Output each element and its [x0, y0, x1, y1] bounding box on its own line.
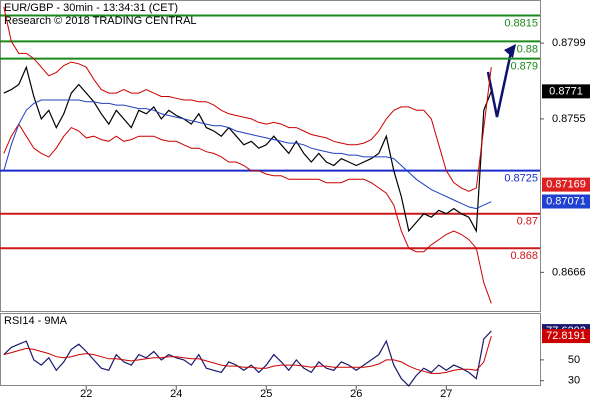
x-tick-label: 24 — [170, 388, 182, 400]
level-label: 0.8815 — [504, 17, 538, 29]
series-line — [3, 65, 492, 234]
level-label: 0.87 — [517, 216, 538, 228]
chart-subtitle: Research © 2018 TRADING CENTRAL — [4, 15, 197, 27]
x-tick-label: 27 — [440, 388, 452, 400]
x-tick-label: 26 — [350, 388, 362, 400]
y-tick-label: 50 — [568, 354, 580, 366]
price-label: 0.8771 — [549, 85, 583, 97]
price-label-box — [542, 177, 590, 192]
x-tick-label: 25 — [260, 388, 272, 400]
price-label: 0.87071 — [546, 195, 586, 207]
rsi-title: RSI14 - 9MA — [4, 315, 68, 327]
forecast-arrowhead — [504, 44, 516, 58]
y-tick-label: 30 — [568, 375, 580, 387]
level-label: 0.88 — [517, 43, 538, 55]
price-label-box — [542, 194, 590, 209]
price-panel — [0, 0, 541, 312]
last-value-label: 72.8191 — [546, 330, 586, 342]
series-line — [3, 6, 492, 192]
y-tick-label: 0.8755 — [552, 113, 586, 125]
series-line — [3, 123, 492, 304]
y-tick-label: 0.8799 — [552, 37, 586, 49]
forecast-arrow — [486, 51, 513, 118]
price-label: 0.87169 — [546, 179, 586, 191]
last-value-box — [542, 329, 590, 344]
rsi-panel — [0, 313, 541, 386]
level-label: 0.879 — [510, 61, 538, 73]
series-line — [3, 330, 492, 387]
x-tick-label: 22 — [80, 388, 92, 400]
level-label: 0.8725 — [504, 173, 538, 185]
series-line — [3, 99, 492, 210]
series-line — [3, 335, 492, 374]
price-label-box — [542, 84, 590, 99]
y-tick-label: 0.8666 — [552, 266, 586, 278]
level-label: 0.868 — [510, 250, 538, 262]
chart-title: EUR/GBP - 30min - 13:34:31 (CET) — [4, 2, 178, 14]
